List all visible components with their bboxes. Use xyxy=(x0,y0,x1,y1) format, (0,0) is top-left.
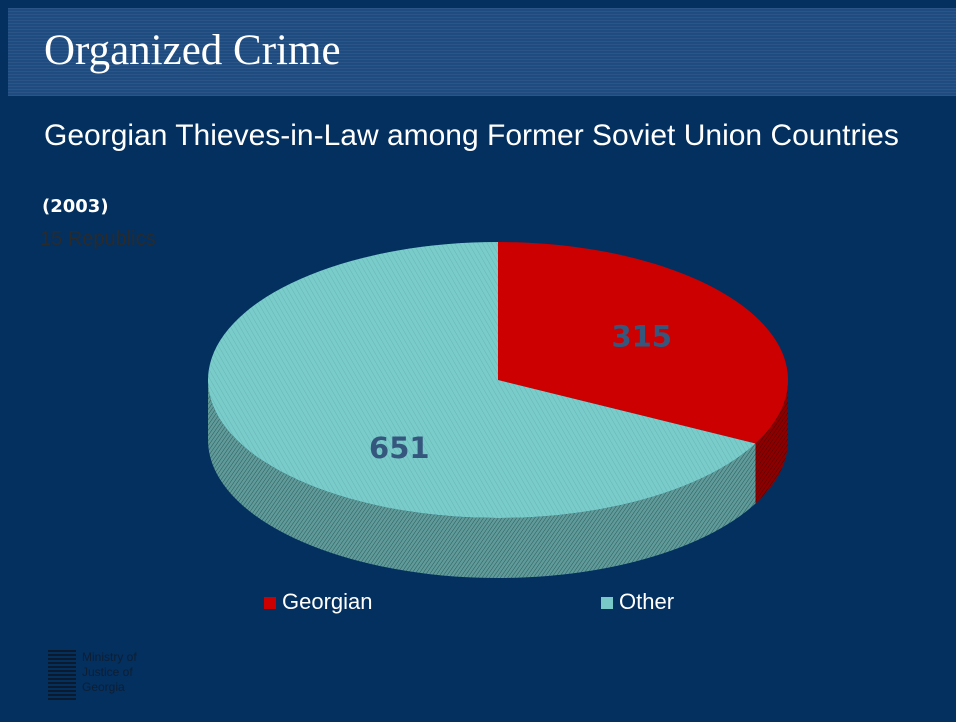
legend-swatch-georgian xyxy=(264,597,276,609)
pie-slice-georgian xyxy=(498,242,788,444)
pie-slice-other xyxy=(208,242,756,518)
slide-subtitle: Georgian Thieves-in-Law among Former Sov… xyxy=(44,119,899,152)
pie-side-walls xyxy=(208,380,788,578)
pie-side-other xyxy=(208,380,756,578)
legend-label-georgian: Georgian xyxy=(282,589,373,614)
ministry-emblem-icon xyxy=(48,650,76,700)
legend-label-other: Other xyxy=(619,589,674,614)
republics-note: 15 Republics xyxy=(40,228,156,250)
ministry-logo: Ministry of Justice of Georgia xyxy=(48,650,158,702)
pie-slices xyxy=(208,242,788,518)
data-label-georgian: 315 xyxy=(611,319,672,353)
ministry-logo-text: Ministry of Justice of Georgia xyxy=(82,650,137,694)
pie-data-labels: 315 651 xyxy=(369,319,672,465)
pie-side-georgian xyxy=(755,380,788,504)
chart-legend: Georgian Other xyxy=(264,589,674,614)
slide-title: Organized Crime xyxy=(44,27,341,74)
legend-swatch-other xyxy=(601,597,613,609)
data-label-other: 651 xyxy=(369,431,430,465)
year-label: (2003) xyxy=(42,196,109,217)
title-band xyxy=(8,8,956,96)
